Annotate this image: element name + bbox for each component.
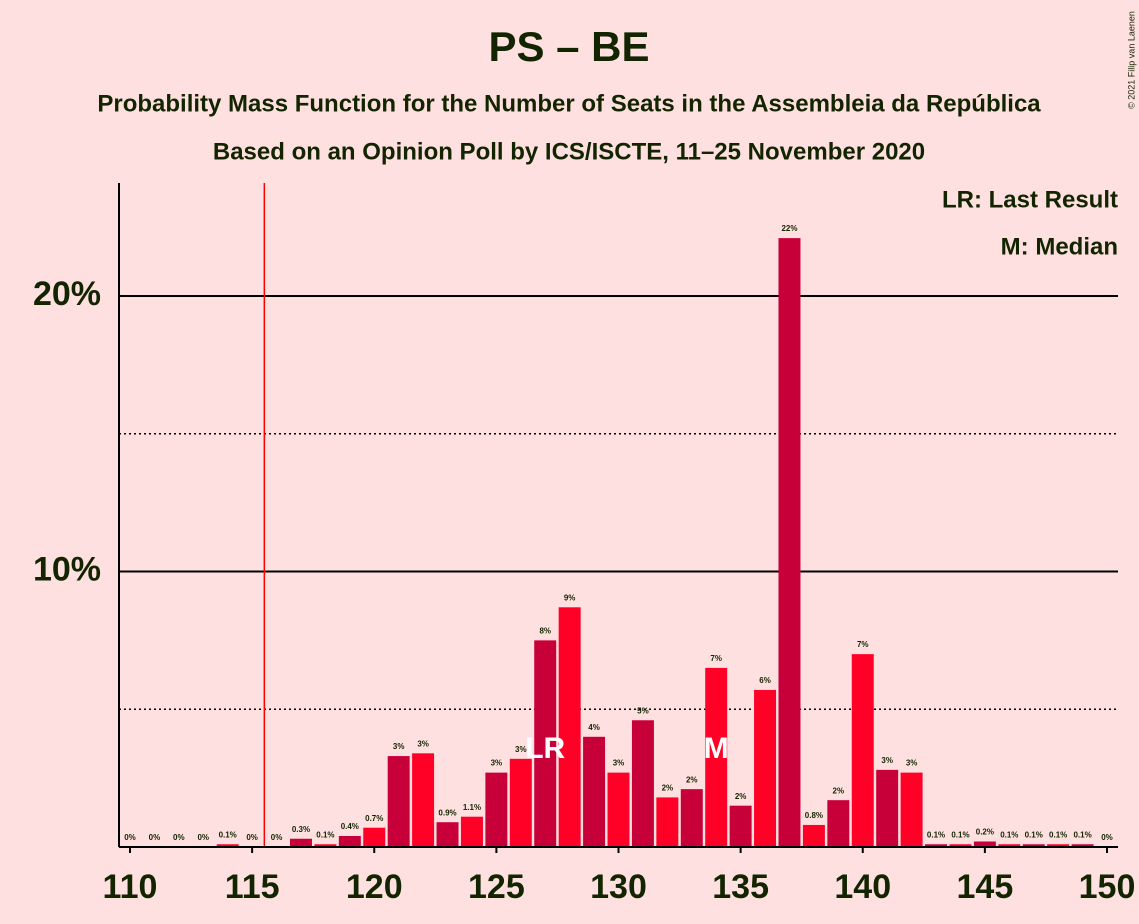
bar [387, 756, 410, 847]
chart-subtitle: Based on an Opinion Poll by ICS/ISCTE, 1… [213, 138, 925, 165]
bar [460, 816, 483, 847]
bar [216, 844, 239, 847]
value-label: 9% [564, 593, 576, 602]
bar [1047, 844, 1070, 847]
value-label: 0.7% [365, 814, 383, 823]
value-label: 0% [197, 833, 209, 842]
value-label: 0.3% [292, 825, 310, 834]
value-label: 3% [491, 759, 503, 768]
bar [876, 769, 899, 847]
value-label: 0.2% [976, 828, 994, 837]
value-label: 0% [124, 833, 136, 842]
legend-entry: M: Median [1001, 233, 1118, 260]
bar [363, 827, 386, 847]
bar [973, 841, 996, 847]
marker-label: M [704, 732, 729, 765]
bar [851, 654, 874, 847]
bar [656, 797, 679, 847]
bar [412, 753, 435, 847]
bar [802, 824, 825, 847]
copyright: © 2021 Filip van Laenen [1126, 11, 1136, 109]
bar [925, 844, 948, 847]
bar [558, 607, 581, 847]
value-label: 0.1% [1049, 830, 1067, 839]
bar [436, 822, 459, 847]
value-label: 22% [781, 224, 797, 233]
chart-subtitle: Probability Mass Function for the Number… [97, 90, 1041, 117]
bar [1022, 844, 1045, 847]
value-label: 0.1% [219, 830, 237, 839]
bar [1071, 844, 1094, 847]
value-label: 3% [417, 739, 429, 748]
x-tick-label: 120 [346, 868, 403, 906]
value-label: 0% [246, 833, 258, 842]
bar [338, 835, 361, 847]
value-label: 0.8% [805, 811, 823, 820]
value-label: 5% [637, 706, 649, 715]
bar [289, 838, 312, 847]
value-label: 6% [759, 676, 771, 685]
value-label: 0.1% [316, 830, 334, 839]
value-label: 0.1% [951, 830, 969, 839]
bar [998, 844, 1021, 847]
bar [949, 844, 972, 847]
bar [314, 844, 337, 847]
y-tick-label: 20% [33, 275, 101, 313]
value-label: 0.4% [341, 822, 359, 831]
x-tick-label: 110 [103, 868, 158, 906]
x-tick-label: 145 [957, 868, 1014, 906]
value-label: 0% [271, 833, 283, 842]
value-label: 0.1% [1073, 830, 1091, 839]
value-label: 3% [881, 756, 893, 765]
x-tick-label: 135 [712, 868, 769, 906]
bar [583, 736, 606, 847]
bar [827, 800, 850, 847]
value-label: 0.9% [438, 808, 456, 817]
x-tick-label: 125 [468, 868, 525, 906]
bar [607, 772, 630, 847]
chart-title: PS – BE [488, 23, 649, 70]
x-tick-label: 130 [590, 868, 647, 906]
bar [509, 758, 532, 847]
value-label: 7% [857, 640, 869, 649]
value-label: 0.1% [1025, 830, 1043, 839]
x-tick-label: 115 [225, 868, 280, 906]
value-label: 7% [710, 654, 722, 663]
x-tick-label: 140 [834, 868, 891, 906]
bar [729, 805, 752, 847]
bar [534, 640, 557, 847]
value-label: 3% [515, 745, 527, 754]
value-label: 4% [588, 723, 600, 732]
value-label: 0.1% [1000, 830, 1018, 839]
legend-entry: LR: Last Result [942, 186, 1118, 213]
y-tick-label: 10% [33, 550, 101, 588]
value-label: 0% [149, 833, 161, 842]
value-label: 0.1% [927, 830, 945, 839]
bar [900, 772, 923, 847]
marker-label: LR [525, 732, 565, 765]
value-label: 2% [833, 786, 845, 795]
value-label: 3% [393, 742, 405, 751]
value-label: 0% [173, 833, 185, 842]
bar [631, 720, 654, 847]
bar [485, 772, 508, 847]
value-label: 3% [613, 759, 625, 768]
value-label: 8% [539, 626, 551, 635]
value-label: 2% [686, 775, 698, 784]
value-label: 2% [735, 792, 747, 801]
value-label: 2% [662, 784, 674, 793]
bar [680, 789, 703, 847]
bar [754, 689, 777, 847]
value-label: 0% [1101, 833, 1113, 842]
x-tick-label: 150 [1079, 868, 1136, 906]
bar [778, 238, 801, 847]
value-label: 1.1% [463, 803, 481, 812]
value-label: 3% [906, 759, 918, 768]
bar [705, 667, 728, 847]
